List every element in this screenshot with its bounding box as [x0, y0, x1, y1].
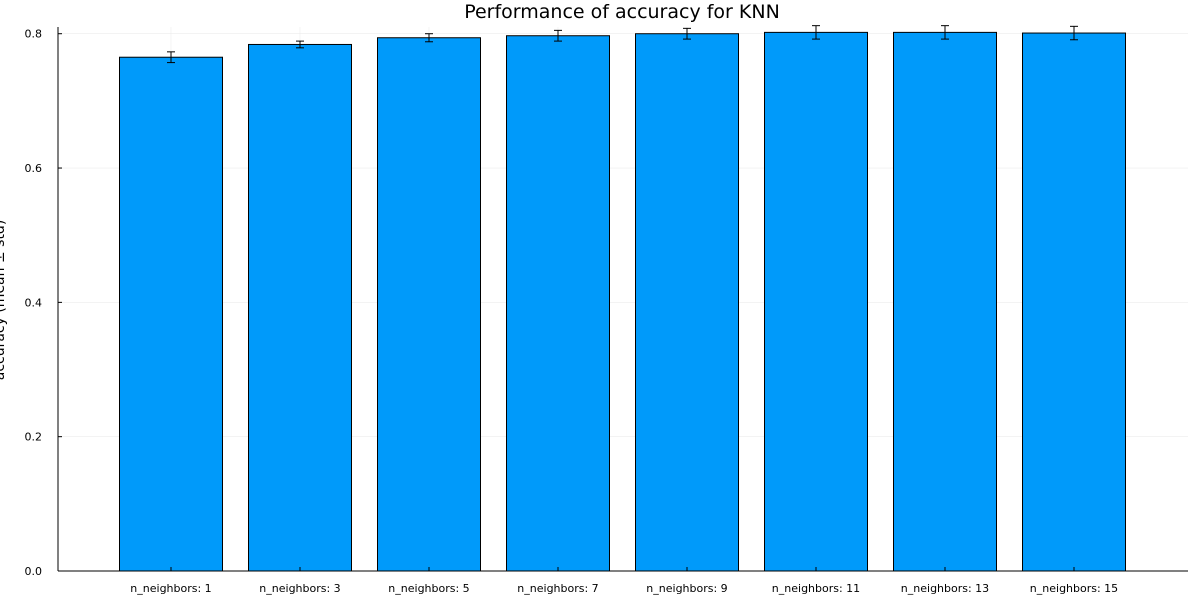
bar	[377, 37, 481, 572]
error-bar	[167, 51, 175, 64]
bar	[893, 31, 997, 572]
x-tick-label: n_neighbors: 11	[772, 582, 860, 595]
error-bar	[1070, 25, 1078, 41]
error-bar	[425, 33, 433, 43]
error-bar	[296, 40, 304, 49]
bar	[1022, 32, 1126, 572]
x-tick-label: n_neighbors: 7	[517, 582, 598, 595]
bar	[119, 56, 223, 572]
tick-labels: 0.0 0.2 0.4 0.6 0.8 n_neighbors: 1 n_neighbors…	[25, 28, 1119, 595]
y-axis-label: accuracy (mean ± std)	[0, 220, 8, 381]
grid-lines	[58, 27, 1188, 572]
axes	[57, 27, 1188, 572]
error-bar	[554, 29, 562, 42]
x-tick-label: n_neighbors: 15	[1030, 582, 1118, 595]
error-bars	[167, 25, 1078, 64]
y-tick-label: 0.6	[25, 162, 43, 175]
chart-title: Performance of accuracy for KNN	[464, 1, 780, 23]
x-tick-label: n_neighbors: 5	[388, 582, 469, 595]
y-tick-label: 0.4	[25, 296, 43, 309]
y-tick-label: 0.8	[25, 28, 43, 41]
error-bar	[941, 25, 949, 40]
bar	[506, 35, 610, 572]
x-tick-label: n_neighbors: 3	[259, 582, 340, 595]
error-bar	[683, 27, 691, 40]
x-tick-label: n_neighbors: 1	[130, 582, 211, 595]
bar	[764, 31, 868, 572]
bars	[119, 31, 1126, 572]
error-bar	[812, 25, 820, 40]
x-tick-label: n_neighbors: 9	[646, 582, 727, 595]
y-tick-label: 0.0	[25, 565, 43, 578]
x-tick-label: n_neighbors: 13	[901, 582, 989, 595]
bar	[635, 33, 739, 572]
bar	[248, 43, 352, 572]
y-tick-label: 0.2	[25, 431, 43, 444]
